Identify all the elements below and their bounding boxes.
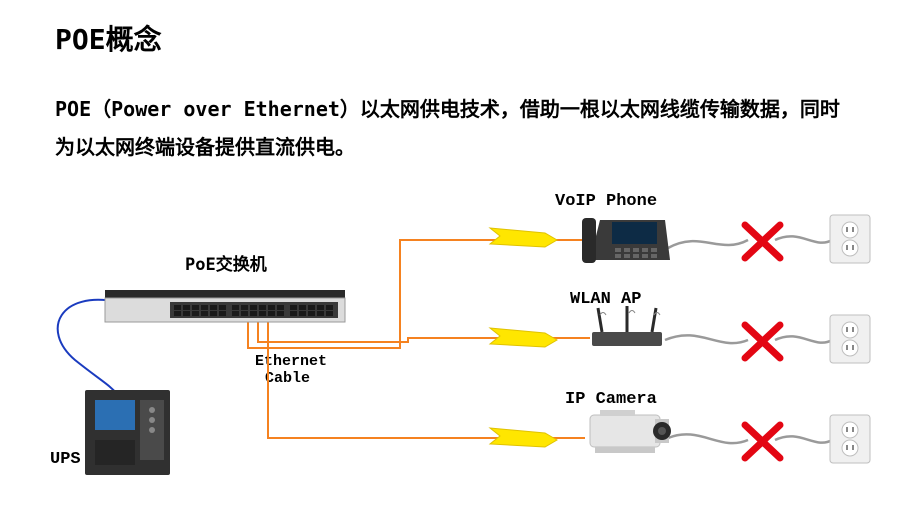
grey-wire-3a (668, 434, 748, 443)
x-mark-1 (745, 225, 780, 258)
grey-wire-2b (775, 336, 832, 342)
x-mark-2 (745, 325, 780, 358)
poe-switch-icon (105, 290, 345, 322)
outlet-icon-3 (830, 415, 870, 463)
poe-diagram (0, 0, 920, 518)
wlan-ap-icon (592, 306, 662, 346)
grey-wire-1a (668, 240, 748, 248)
ip-camera-icon (590, 410, 671, 453)
ups-icon (85, 390, 170, 475)
outlet-icon-2 (830, 315, 870, 363)
grey-wire-3b (775, 436, 832, 442)
grey-wire-2a (665, 335, 748, 343)
voip-phone-icon (582, 218, 670, 263)
power-bolt-3 (490, 428, 557, 447)
outlet-icon-1 (830, 215, 870, 263)
power-bolt-1 (490, 228, 557, 247)
grey-wire-1b (775, 236, 832, 242)
power-bolt-2 (490, 328, 557, 347)
x-mark-3 (745, 425, 780, 458)
